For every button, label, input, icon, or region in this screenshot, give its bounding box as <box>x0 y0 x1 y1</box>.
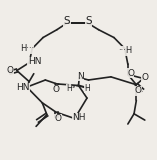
Text: HN: HN <box>16 83 29 92</box>
Text: HN: HN <box>28 57 41 66</box>
Text: S: S <box>64 16 70 26</box>
Text: S: S <box>85 16 92 26</box>
Text: O: O <box>135 86 142 95</box>
Text: N: N <box>77 72 83 81</box>
Text: O: O <box>6 66 13 75</box>
Text: H: H <box>66 84 72 93</box>
Text: NH: NH <box>72 113 86 122</box>
Text: ···H: ···H <box>118 46 132 55</box>
Text: O: O <box>142 73 149 82</box>
Text: O: O <box>127 69 134 78</box>
Text: H···: H··· <box>20 44 34 53</box>
Text: H: H <box>84 84 90 93</box>
Text: O: O <box>54 114 62 123</box>
Text: O: O <box>53 85 60 94</box>
